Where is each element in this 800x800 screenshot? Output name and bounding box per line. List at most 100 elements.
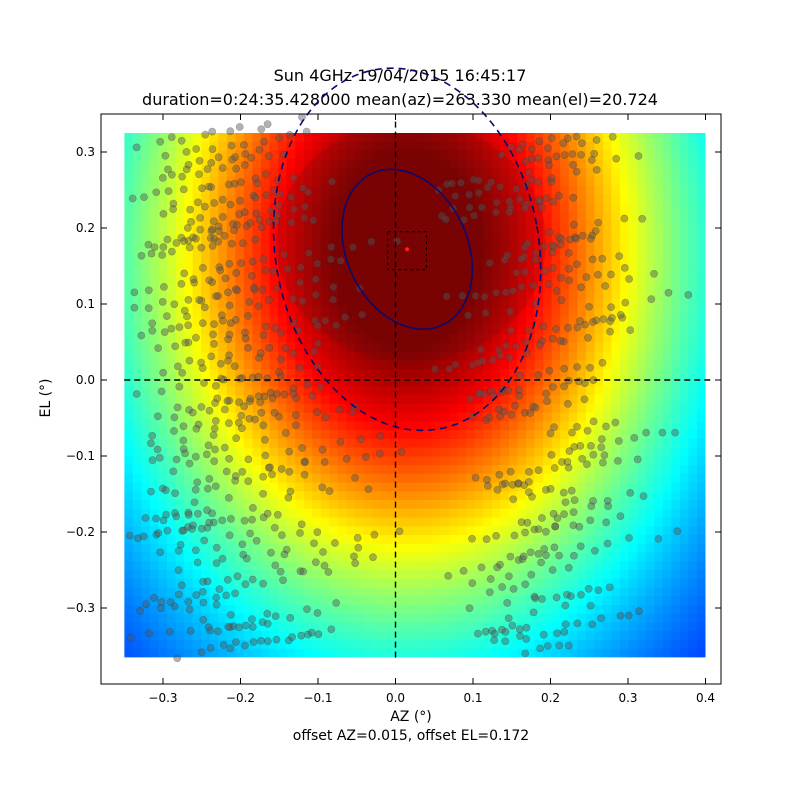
heatmap-cell	[679, 167, 690, 178]
scan-point	[570, 551, 578, 560]
heatmap-cell	[474, 176, 484, 187]
scan-point	[566, 235, 574, 244]
heatmap-cell	[645, 570, 655, 580]
heatmap-cell	[218, 604, 228, 615]
heatmap-cell	[303, 570, 313, 580]
heatmap-cell	[329, 561, 339, 571]
heatmap-cell	[534, 473, 544, 484]
heatmap-cell	[440, 246, 450, 256]
heatmap-cell	[611, 237, 621, 248]
heatmap-cell	[466, 526, 476, 536]
heatmap-cell	[449, 517, 459, 527]
heatmap-cell	[457, 202, 467, 213]
heatmap-cell	[346, 596, 356, 606]
heatmap-cell	[594, 246, 604, 256]
heatmap-cell	[637, 325, 647, 335]
heatmap-cell	[568, 167, 578, 178]
scan-point	[212, 593, 221, 602]
scan-point	[191, 234, 200, 243]
heatmap-cell	[568, 307, 578, 318]
heatmap-cell	[602, 229, 613, 239]
heatmap-cell	[132, 167, 142, 178]
heatmap-cell	[645, 517, 655, 527]
heatmap-cell	[320, 185, 330, 195]
heatmap-cell	[483, 613, 493, 624]
scan-point	[167, 170, 176, 179]
heatmap-cell	[406, 316, 416, 326]
heatmap-cell	[149, 622, 160, 632]
heatmap-cell	[192, 552, 202, 562]
heatmap-cell	[363, 386, 373, 396]
scan-point	[598, 254, 607, 263]
scan-point	[302, 127, 311, 136]
heatmap-cell	[654, 368, 664, 379]
heatmap-cell	[243, 613, 254, 624]
scan-point	[226, 644, 235, 653]
heatmap-cell	[594, 570, 604, 580]
heatmap-cell	[218, 482, 228, 492]
scan-point	[208, 145, 217, 153]
heatmap-cell	[474, 307, 484, 318]
heatmap-cell	[295, 211, 305, 221]
heatmap-cell	[679, 272, 690, 283]
heatmap-cell	[679, 552, 690, 562]
heatmap-cell	[226, 377, 236, 388]
heatmap-cell	[303, 552, 313, 562]
heatmap-cell	[637, 229, 647, 239]
heatmap-cell	[423, 438, 433, 449]
heatmap-cell	[431, 535, 442, 545]
heatmap-cell	[423, 150, 433, 160]
heatmap-cell	[406, 482, 416, 492]
heatmap-cell	[132, 194, 142, 204]
heatmap-cell	[483, 307, 493, 318]
scan-point	[607, 303, 615, 311]
heatmap-cell	[329, 386, 339, 396]
heatmap-cell	[346, 185, 356, 195]
heatmap-cell	[329, 264, 339, 274]
heatmap-cell	[192, 508, 202, 519]
heatmap-cell	[312, 246, 322, 256]
scan-point	[264, 463, 273, 472]
heatmap-cell	[303, 211, 313, 221]
heatmap-cell	[346, 342, 356, 353]
heatmap-cell	[654, 552, 664, 562]
heatmap-cell	[209, 185, 219, 195]
heatmap-cell	[235, 220, 245, 230]
heatmap-cell	[645, 351, 655, 361]
heatmap-cell	[526, 596, 536, 606]
scan-point	[226, 515, 235, 523]
heatmap-cell	[508, 368, 519, 379]
heatmap-cell	[269, 639, 279, 650]
heatmap-cell	[295, 587, 305, 597]
heatmap-cell	[320, 517, 330, 527]
heatmap-cell	[585, 578, 595, 589]
heatmap-cell	[449, 508, 459, 519]
heatmap-cell	[389, 613, 399, 624]
heatmap-cell	[372, 639, 382, 650]
heatmap-cell	[620, 421, 630, 431]
heatmap-cell	[466, 194, 476, 204]
heatmap-cell	[372, 167, 382, 178]
heatmap-cell	[543, 351, 553, 361]
heatmap-cell	[671, 377, 681, 388]
scan-point	[523, 518, 532, 527]
heatmap-cell	[141, 412, 151, 423]
scan-point	[602, 518, 611, 527]
heatmap-cell	[602, 246, 613, 256]
heatmap-cell	[243, 167, 254, 178]
heatmap-cell	[295, 395, 305, 405]
heatmap-cell	[551, 500, 561, 510]
heatmap-cell	[192, 202, 202, 213]
heatmap-cell	[423, 587, 433, 597]
heatmap-cell	[235, 465, 245, 475]
scan-point	[584, 584, 593, 593]
heatmap-cell	[397, 334, 407, 344]
heatmap-cell	[286, 482, 296, 492]
heatmap-cell	[158, 403, 168, 414]
scan-point	[310, 539, 318, 548]
heatmap-cell	[192, 141, 202, 152]
heatmap-cell	[620, 508, 630, 519]
heatmap-cell	[457, 159, 467, 169]
heatmap-cell	[201, 456, 211, 466]
